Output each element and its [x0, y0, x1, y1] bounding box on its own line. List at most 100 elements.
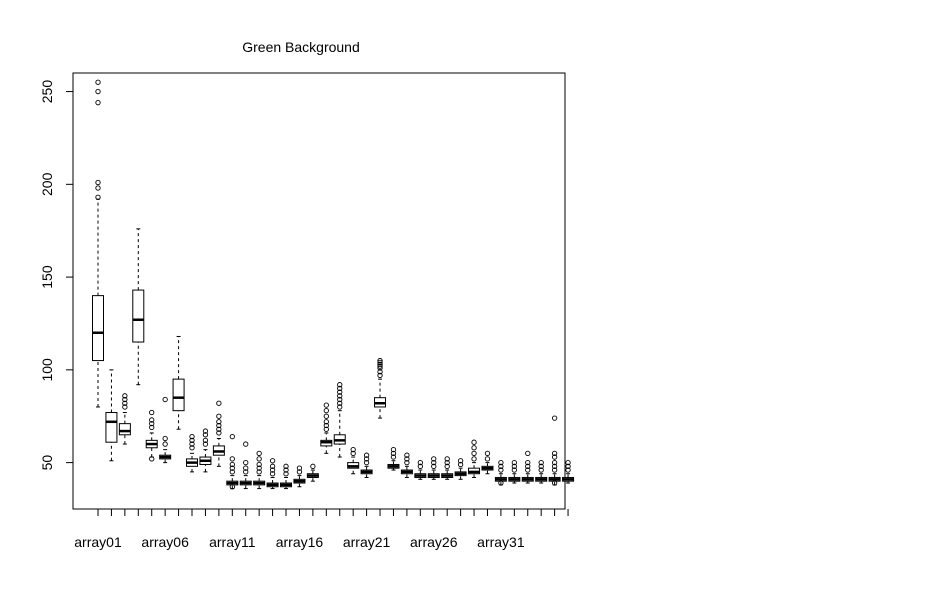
outlier-point: [296, 469, 303, 475]
outlier-point: [122, 393, 128, 399]
outlier-point: [404, 459, 410, 466]
outlier-point: [296, 465, 303, 471]
outlier-point: [189, 433, 195, 440]
outlier-point: [538, 463, 544, 469]
outlier-point: [95, 100, 101, 106]
x-axis: array01 array06 array11 array16 array21 array…: [74, 509, 569, 550]
outlier-point: [498, 459, 504, 466]
outlier-point: [525, 450, 531, 456]
outlier-point: [377, 363, 383, 369]
outlier-point: [363, 459, 370, 466]
x-tick-label: array26: [410, 534, 458, 550]
outlier-point: [95, 194, 101, 200]
outlier-point: [350, 450, 356, 456]
x-tick-label: array01: [74, 534, 122, 550]
outlier-point: [323, 408, 329, 414]
outlier-point: [229, 461, 235, 468]
outlier-point: [243, 465, 249, 471]
outlier-point: [444, 459, 450, 466]
outlier-point: [471, 439, 477, 445]
box-array08: [186, 433, 199, 473]
box-array13: [253, 450, 266, 490]
boxes-group: [92, 79, 575, 490]
outlier-point: [551, 459, 558, 466]
outlier-point: [189, 437, 195, 444]
outlier-point: [551, 463, 558, 469]
outlier-point: [216, 422, 222, 429]
x-tick-label: array11: [209, 534, 256, 550]
outlier-point: [269, 471, 276, 477]
box-array05: [145, 409, 158, 462]
box-array30: [481, 450, 494, 475]
outlier-point: [229, 433, 235, 440]
box-array31: [494, 459, 507, 486]
outlier-point: [525, 463, 531, 469]
outlier-point: [471, 450, 477, 456]
outlier-point: [444, 463, 450, 469]
box-iqr: [118, 423, 131, 436]
outlier-point: [511, 467, 517, 473]
outlier-point: [390, 454, 397, 460]
box-array15: [280, 463, 293, 490]
y-tick-label: 50: [39, 455, 55, 471]
outlier-point: [498, 480, 504, 486]
outlier-point: [202, 441, 209, 447]
outlier-point: [323, 402, 329, 408]
outlier-point: [202, 437, 209, 444]
outlier-point: [377, 372, 383, 379]
outlier-point: [404, 452, 410, 458]
outlier-point: [149, 421, 155, 427]
outlier-point: [149, 409, 155, 416]
outlier-point: [551, 450, 558, 456]
box-array11: [226, 433, 239, 490]
outlier-point: [189, 445, 195, 451]
outlier-point: [363, 452, 370, 458]
box-array02: [105, 369, 118, 462]
outlier-point: [511, 463, 517, 469]
outlier-point: [256, 456, 262, 462]
box-array21: [360, 452, 373, 478]
box-array06: [159, 396, 172, 464]
outlier-point: [498, 463, 504, 469]
box-array36: [562, 459, 575, 484]
outlier-point: [256, 450, 262, 456]
box-array14: [266, 458, 279, 490]
outlier-point: [350, 446, 356, 453]
outlier-point: [484, 456, 491, 462]
outlier-point: [538, 459, 544, 466]
outlier-point: [122, 404, 128, 410]
outlier-point: [431, 463, 437, 469]
outlier-point: [323, 422, 329, 429]
y-tick-label: 200: [39, 172, 55, 196]
outlier-point: [149, 424, 155, 431]
outlier-point: [95, 88, 101, 95]
box-array07: [172, 335, 185, 430]
box-array10: [212, 400, 225, 467]
outlier-point: [337, 385, 343, 392]
outlier-point: [337, 382, 343, 388]
outlier-point: [565, 459, 571, 466]
outlier-point: [377, 361, 383, 367]
outlier-point: [377, 357, 383, 364]
box-array04: [132, 228, 145, 386]
outlier-point: [269, 463, 276, 469]
outlier-point: [538, 467, 544, 473]
outlier-point: [337, 393, 343, 399]
outlier-point: [525, 467, 531, 473]
box-array18: [320, 402, 333, 454]
outlier-point: [95, 179, 101, 186]
outlier-point: [95, 185, 101, 191]
x-tick-label: array16: [276, 534, 324, 550]
outlier-point: [283, 471, 289, 477]
box-array28: [454, 458, 467, 480]
outlier-point: [457, 461, 464, 468]
box-array09: [199, 428, 212, 473]
outlier-point: [511, 459, 517, 466]
outlier-point: [377, 365, 383, 371]
box-array35: [548, 415, 561, 486]
outlier-point: [243, 441, 249, 447]
outlier-point: [229, 469, 235, 475]
outlier-point: [551, 454, 558, 460]
box-array25: [414, 459, 427, 480]
